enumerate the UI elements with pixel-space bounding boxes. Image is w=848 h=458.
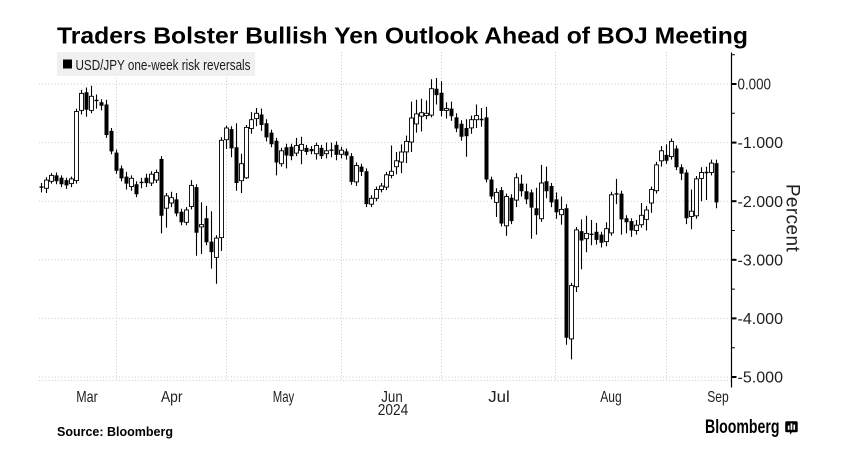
svg-text:Bloomberg: Bloomberg	[705, 417, 780, 438]
svg-text:-3.000: -3.000	[738, 252, 784, 269]
svg-text:-2.000: -2.000	[738, 194, 784, 211]
svg-text:2024: 2024	[378, 402, 409, 419]
svg-text:0.000: 0.000	[738, 77, 772, 94]
svg-text:-5.000: -5.000	[738, 370, 784, 387]
svg-text:Traders Bolster Bullish Yen Ou: Traders Bolster Bullish Yen Outlook Ahea…	[57, 23, 748, 49]
svg-text:-1.000: -1.000	[738, 135, 784, 152]
svg-text:Source: Bloomberg: Source: Bloomberg	[57, 425, 173, 439]
svg-text:Jul: Jul	[488, 389, 510, 406]
svg-text:Percent: Percent	[782, 184, 803, 253]
svg-text:Apr: Apr	[161, 389, 183, 406]
svg-text:-4.000: -4.000	[738, 311, 784, 328]
svg-text:USD/JPY one-week risk reversal: USD/JPY one-week risk reversals	[76, 58, 251, 74]
svg-text:Mar: Mar	[76, 389, 98, 406]
svg-text:Jun: Jun	[381, 389, 403, 406]
svg-text:May: May	[273, 389, 295, 406]
svg-text:Sep: Sep	[707, 389, 729, 406]
svg-text:Aug: Aug	[600, 389, 622, 406]
